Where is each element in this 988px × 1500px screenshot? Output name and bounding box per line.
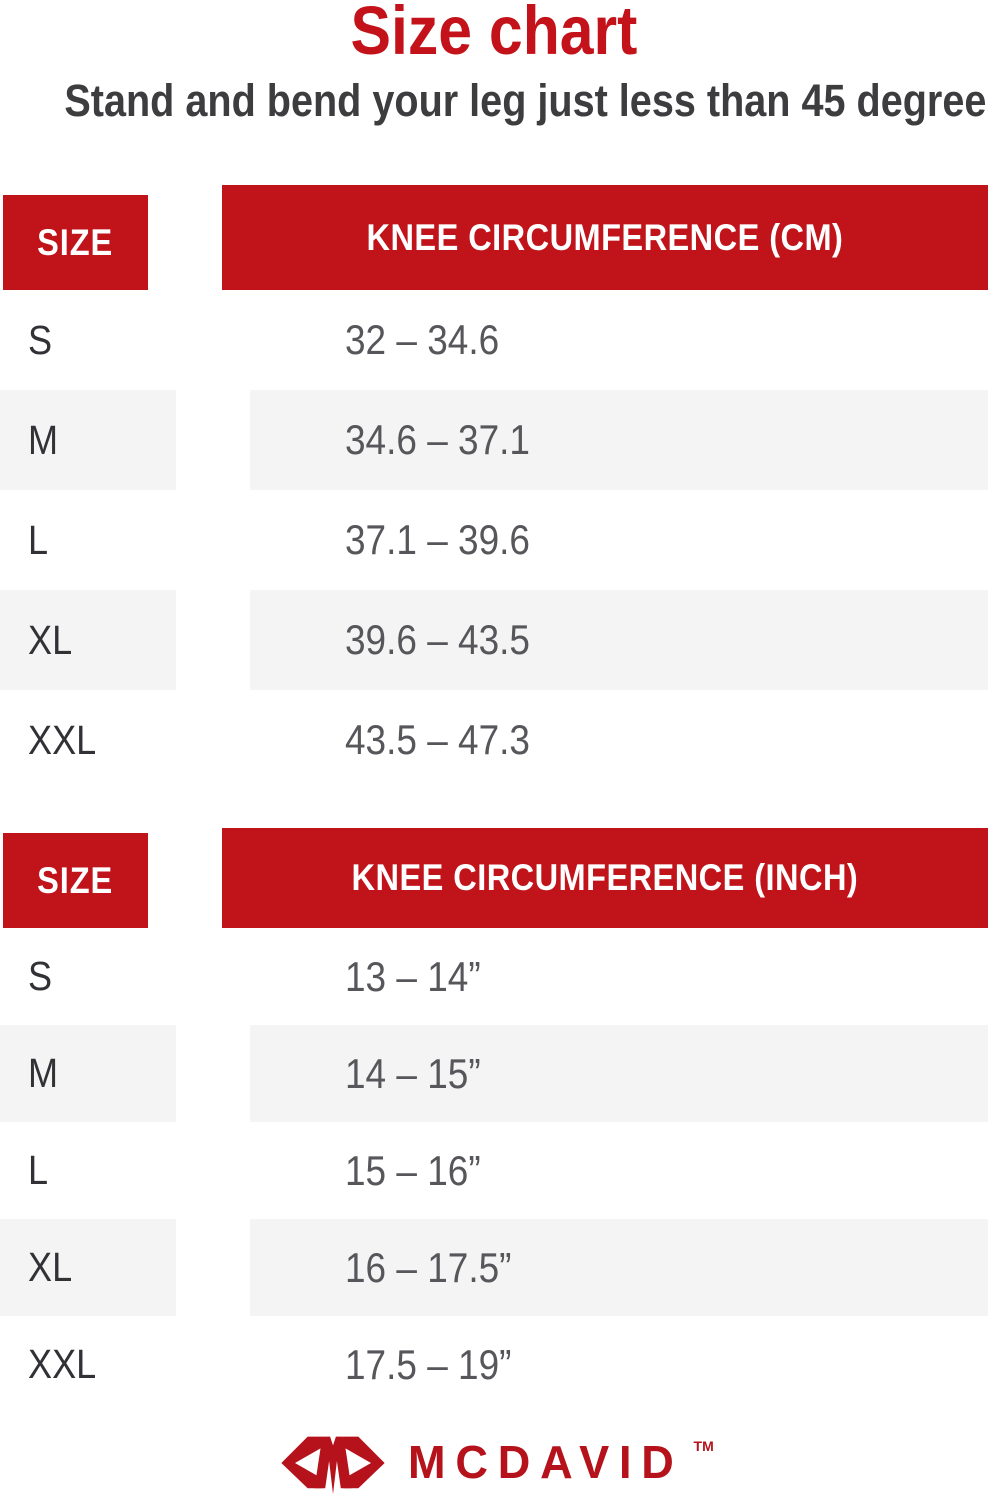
size-table-inch: SIZE KNEE CIRCUMFERENCE (INCH) S 13 – 14… xyxy=(0,828,988,1413)
size-label: M xyxy=(28,416,59,463)
table-row: S 13 – 14” xyxy=(0,928,988,1025)
size-label: S xyxy=(28,953,53,999)
value-cell: 17.5 – 19” xyxy=(250,1316,988,1413)
value-cell: 37.1 – 39.6 xyxy=(250,490,988,590)
table-row: M 34.6 – 37.1 xyxy=(0,390,988,490)
size-cell: S xyxy=(0,928,176,1025)
table-header-row: SIZE KNEE CIRCUMFERENCE (CM) xyxy=(0,185,988,290)
table-row: XL 16 – 17.5” xyxy=(0,1219,988,1316)
measure-column-header: KNEE CIRCUMFERENCE (CM) xyxy=(222,185,988,290)
column-gutter xyxy=(148,185,222,290)
value-cell: 13 – 14” xyxy=(250,928,988,1025)
column-gutter xyxy=(176,390,250,490)
table-row: XXL 43.5 – 47.3 xyxy=(0,690,988,790)
column-gutter xyxy=(176,928,250,1025)
size-cell: M xyxy=(0,390,176,490)
table-row: L 37.1 – 39.6 xyxy=(0,490,988,590)
table-row: S 32 – 34.6 xyxy=(0,290,988,390)
measure-column-header-label: KNEE CIRCUMFERENCE (INCH) xyxy=(351,857,859,898)
measure-column-header: KNEE CIRCUMFERENCE (INCH) xyxy=(222,828,988,928)
table-row: L 15 – 16” xyxy=(0,1122,988,1219)
size-column-header-label: SIZE xyxy=(37,221,114,263)
size-label: XXL xyxy=(28,716,97,763)
size-cell: XL xyxy=(0,590,176,690)
value-label: 32 – 34.6 xyxy=(345,316,500,363)
value-label: 13 – 14” xyxy=(345,952,481,1000)
value-label: 37.1 – 39.6 xyxy=(345,516,530,563)
value-cell: 14 – 15” xyxy=(250,1025,988,1122)
value-cell: 32 – 34.6 xyxy=(250,290,988,390)
value-label: 14 – 15” xyxy=(345,1049,481,1097)
table-row: M 14 – 15” xyxy=(0,1025,988,1122)
value-label: 39.6 – 43.5 xyxy=(345,616,530,663)
size-cell: M xyxy=(0,1025,176,1122)
value-label: 15 – 16” xyxy=(345,1146,481,1194)
size-column-header-label: SIZE xyxy=(37,859,114,901)
size-cell: XXL xyxy=(0,1316,176,1413)
column-gutter xyxy=(176,1025,250,1122)
trademark-symbol: TM xyxy=(693,1438,714,1454)
size-cell: L xyxy=(0,1122,176,1219)
table-row: XXL 17.5 – 19” xyxy=(0,1316,988,1413)
size-label: XL xyxy=(28,616,73,663)
size-label: L xyxy=(28,516,49,563)
value-cell: 16 – 17.5” xyxy=(250,1219,988,1316)
value-cell: 43.5 – 47.3 xyxy=(250,690,988,790)
column-gutter xyxy=(176,1316,250,1413)
brand-footer: MCDAVID TM xyxy=(0,1424,988,1500)
size-column-header: SIZE xyxy=(3,833,148,928)
size-label: L xyxy=(28,1147,49,1193)
table-row: XL 39.6 – 43.5 xyxy=(0,590,988,690)
page-title-text: Size chart xyxy=(350,0,638,69)
value-cell: 39.6 – 43.5 xyxy=(250,590,988,690)
page-subtitle: Stand and bend your leg just less than 4… xyxy=(0,78,988,123)
value-label: 34.6 – 37.1 xyxy=(345,416,530,463)
column-gutter xyxy=(176,1122,250,1219)
size-label: XL xyxy=(28,1244,73,1290)
size-cell: S xyxy=(0,290,176,390)
size-column-header: SIZE xyxy=(3,195,148,290)
size-cell: XL xyxy=(0,1219,176,1316)
value-cell: 15 – 16” xyxy=(250,1122,988,1219)
column-gutter xyxy=(176,690,250,790)
value-label: 16 – 17.5” xyxy=(345,1243,512,1291)
value-label: 43.5 – 47.3 xyxy=(345,716,530,763)
column-gutter xyxy=(176,290,250,390)
measure-column-header-label: KNEE CIRCUMFERENCE (CM) xyxy=(366,216,844,258)
page-subtitle-text: Stand and bend your leg just less than 4… xyxy=(64,75,988,126)
column-gutter xyxy=(148,828,222,928)
size-label: S xyxy=(28,316,53,363)
column-gutter xyxy=(176,590,250,690)
page-title: Size chart xyxy=(0,0,988,65)
size-label: XXL xyxy=(28,1341,97,1387)
size-cell: XXL xyxy=(0,690,176,790)
mcdavid-m-logo-icon xyxy=(281,1436,385,1495)
size-table-cm: SIZE KNEE CIRCUMFERENCE (CM) S 32 – 34.6… xyxy=(0,185,988,790)
size-cell: L xyxy=(0,490,176,590)
value-label: 17.5 – 19” xyxy=(345,1340,512,1388)
column-gutter xyxy=(176,490,250,590)
value-cell: 34.6 – 37.1 xyxy=(250,390,988,490)
table-header-row: SIZE KNEE CIRCUMFERENCE (INCH) xyxy=(0,828,988,928)
column-gutter xyxy=(176,1219,250,1316)
size-label: M xyxy=(28,1050,59,1096)
brand-wordmark: MCDAVID xyxy=(408,1436,684,1488)
